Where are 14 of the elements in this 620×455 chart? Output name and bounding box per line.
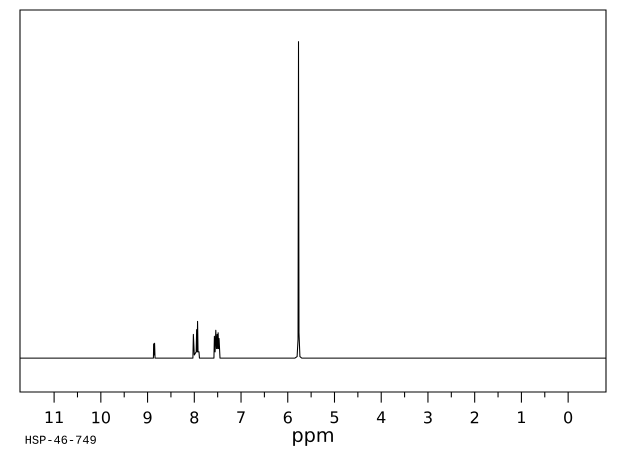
x-tick-label: 3: [424, 411, 432, 424]
x-tick-label: 4: [376, 411, 386, 424]
x-tick-label: 2: [470, 411, 478, 424]
text: HSP-46-749: [26, 436, 96, 444]
x-tick-label: 7: [237, 411, 245, 424]
x-tick-label: 6: [284, 411, 292, 424]
x-axis-title: ppm: [293, 431, 333, 446]
x-tick-label: 0: [564, 411, 572, 424]
x-tick-label: 5: [330, 411, 338, 424]
x-tick-label: 1: [518, 411, 526, 424]
x-tick-label: 9: [143, 411, 152, 424]
x-tick-label: 10: [92, 411, 110, 424]
x-tick-label: 11: [46, 411, 63, 424]
x-tick-label: 8: [190, 411, 198, 424]
